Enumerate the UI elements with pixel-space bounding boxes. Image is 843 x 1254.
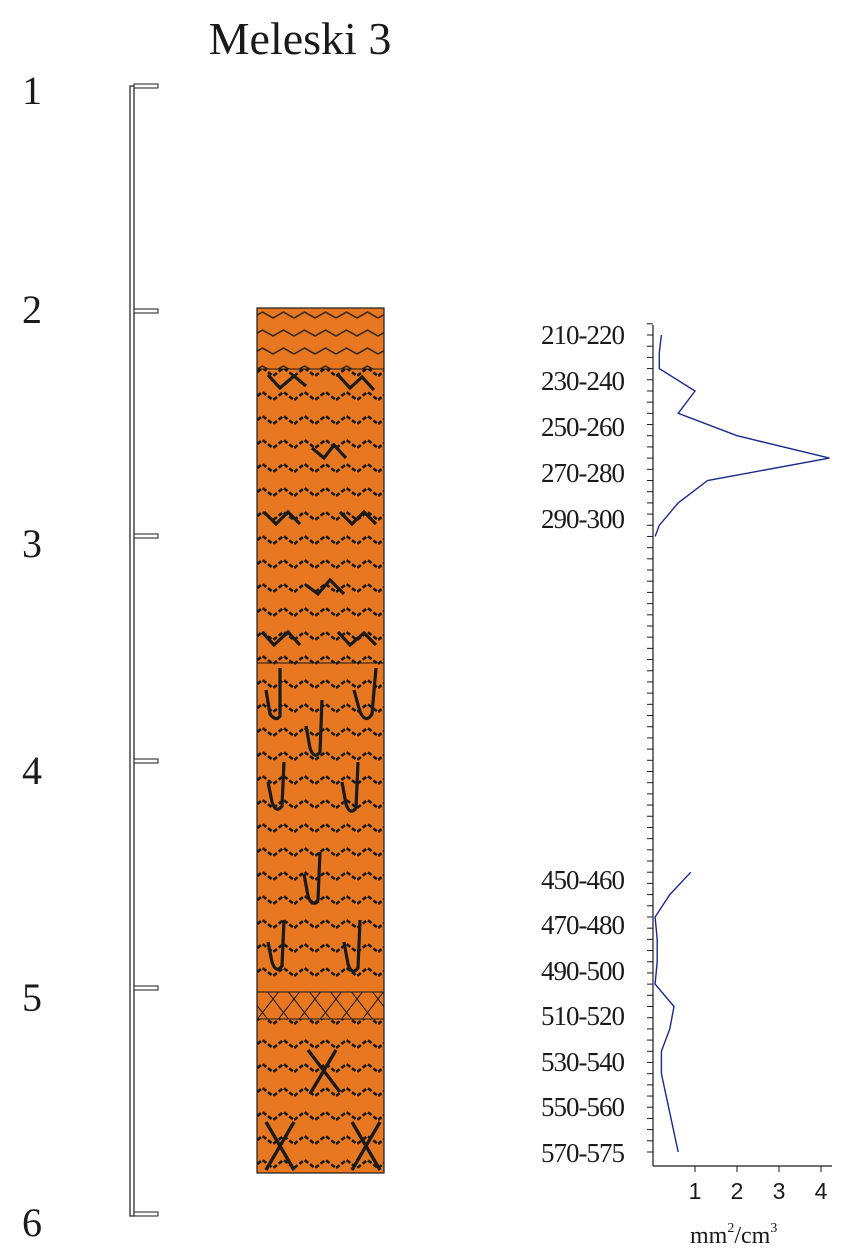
profile-chart: 1 2 3 4 mm2/cm3 210-220 230-240 250-260 …	[541, 320, 832, 1249]
interval-label: 250-260	[541, 412, 624, 442]
v-symbol	[260, 629, 302, 648]
j-symbol	[266, 919, 286, 971]
interval-label: 210-220	[541, 320, 624, 350]
depth-scale: 1 2 3 4 5 6	[22, 68, 159, 1245]
unit-top-wavy	[257, 308, 384, 369]
depth-scale-bar	[129, 85, 135, 1217]
interval-label: 450-460	[541, 865, 624, 895]
interval-label: 570-575	[541, 1138, 624, 1168]
depth-label: 3	[22, 521, 42, 566]
interval-label: 490-500	[541, 956, 624, 986]
stratigraphic-column	[256, 307, 385, 1174]
diagram-title: Meleski 3	[209, 13, 392, 64]
v-symbol	[338, 509, 378, 527]
x-tick-label: 1	[689, 1178, 702, 1204]
depth-tick-6	[133, 1211, 159, 1217]
column-outline	[256, 307, 385, 1174]
j-symbol	[304, 699, 324, 757]
depth-scale-ticks	[133, 83, 159, 1217]
profile-series	[654, 334, 830, 1153]
v-symbols	[260, 373, 378, 648]
j-symbol	[342, 919, 362, 973]
v-symbol	[262, 509, 302, 527]
x-symbols	[264, 1048, 382, 1171]
profile-series-line-2	[654, 871, 692, 1153]
profile-y-ticks	[647, 323, 653, 1153]
depth-label: 1	[22, 68, 42, 113]
j-symbol	[340, 761, 360, 813]
interval-label: 230-240	[541, 366, 624, 396]
profile-series-line-1	[654, 334, 830, 537]
interval-label: 270-280	[541, 458, 624, 488]
depth-tick-5	[133, 985, 159, 991]
x-axis-unit: mm2/cm3	[690, 1221, 777, 1249]
depth-tick-1	[133, 83, 159, 89]
depth-tick-2	[133, 308, 159, 314]
depth-label: 5	[22, 975, 42, 1020]
unit-crosshatch	[257, 992, 384, 1019]
x-tick-label: 2	[731, 1178, 744, 1204]
depth-label: 2	[22, 287, 42, 332]
j-symbol	[264, 668, 282, 721]
x-symbol	[264, 1121, 296, 1171]
j-symbols	[264, 667, 378, 973]
interval-label: 290-300	[541, 504, 624, 534]
x-tick-label: 3	[773, 1178, 786, 1204]
interval-label: 550-560	[541, 1092, 624, 1122]
x-tick-label: 4	[815, 1178, 828, 1204]
v-symbol	[310, 442, 348, 461]
x-symbol	[350, 1121, 382, 1171]
depth-tick-4	[133, 758, 159, 764]
profile-x-ticks	[694, 1166, 822, 1172]
depth-tick-3	[133, 533, 159, 539]
v-symbol	[266, 373, 308, 391]
x-symbol	[306, 1048, 342, 1095]
unit-upper-wavy	[257, 369, 384, 663]
v-symbol	[336, 373, 376, 392]
j-symbol	[266, 761, 286, 811]
interval-label: 530-540	[541, 1047, 624, 1077]
interval-label: 470-480	[541, 910, 624, 940]
v-symbol	[336, 630, 378, 648]
depth-label: 6	[22, 1200, 42, 1245]
depth-label: 4	[22, 748, 42, 793]
j-symbol	[352, 667, 378, 721]
j-symbol	[302, 851, 322, 905]
interval-label: 510-520	[541, 1001, 624, 1031]
v-symbol	[305, 577, 346, 597]
